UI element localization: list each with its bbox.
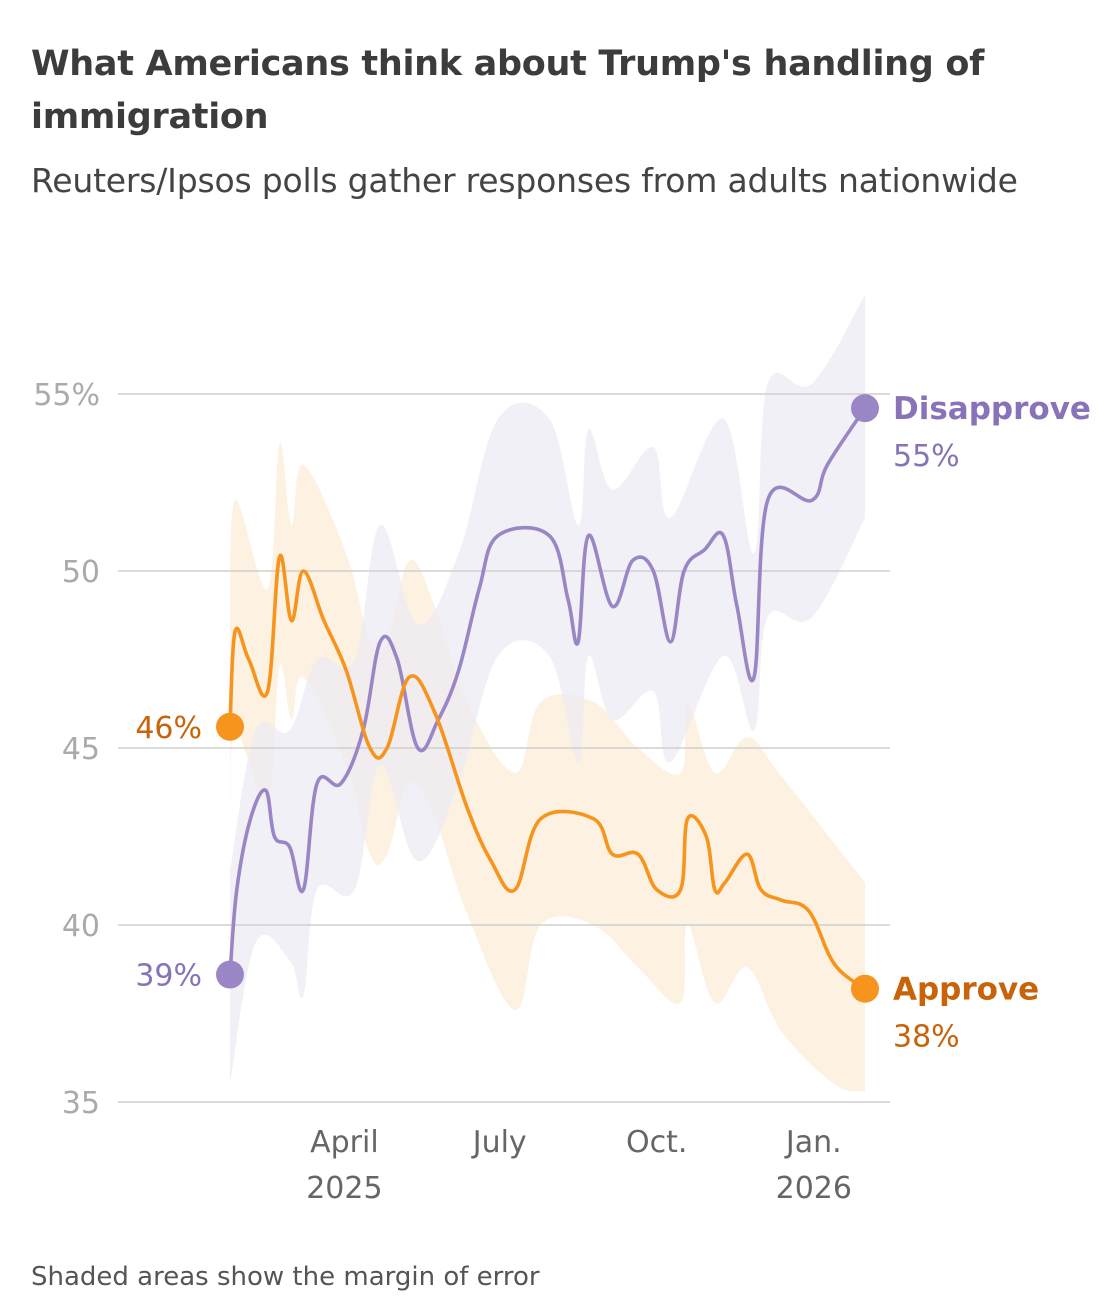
x-axis: April 2025 July Oct. Jan. 2026: [306, 1125, 852, 1206]
approve-line: [228, 553, 867, 991]
approve-end-label: 38%: [893, 1020, 960, 1055]
x-tick-year-0: 2025: [306, 1171, 382, 1206]
disapprove-start-label: 39%: [135, 959, 202, 994]
margin-of-error-bands: [230, 294, 865, 1092]
chart-subtitle: Reuters/Ipsos polls gather responses fro…: [31, 161, 1018, 200]
series-labels: 39% Disapprove 55% 46% Approve 38%: [135, 391, 1091, 1055]
approve-series-name: Approve: [893, 972, 1039, 1008]
footnote: Shaded areas show the margin of error: [31, 1262, 540, 1292]
series-lines: [216, 394, 879, 1003]
y-tick-label-55: 55%: [33, 378, 100, 413]
chart-title: What Americans think about Trump's handl…: [31, 44, 985, 137]
disapprove-start-point: [216, 960, 244, 989]
y-tick-label-35: 35: [62, 1086, 100, 1121]
disapprove-line: [228, 406, 867, 977]
x-tick-year-3: 2026: [776, 1171, 852, 1206]
y-tick-label-50: 50: [62, 555, 100, 590]
approve-end-point: [851, 974, 879, 1003]
line-chart: 55% 50 45 40 35 April 2025 July Oct. Jan. 2026 39…: [33, 294, 1091, 1206]
y-tick-label-40: 40: [62, 909, 100, 944]
disapprove-margin-band: [230, 294, 865, 1085]
approve-margin-band: [230, 442, 865, 1092]
x-tick-label-2: Oct.: [626, 1125, 687, 1160]
y-axis: 55% 50 45 40 35: [33, 378, 100, 1121]
approve-start-point: [216, 712, 244, 741]
approve-start-label: 46%: [135, 711, 202, 746]
disapprove-series-name: Disapprove: [893, 391, 1091, 427]
x-tick-label-1: July: [471, 1125, 527, 1160]
disapprove-end-point: [851, 394, 879, 423]
x-tick-label-3: Jan.: [784, 1125, 842, 1160]
disapprove-end-label: 55%: [893, 439, 960, 474]
y-tick-label-45: 45: [62, 732, 100, 767]
x-tick-label-0: April: [310, 1125, 379, 1160]
